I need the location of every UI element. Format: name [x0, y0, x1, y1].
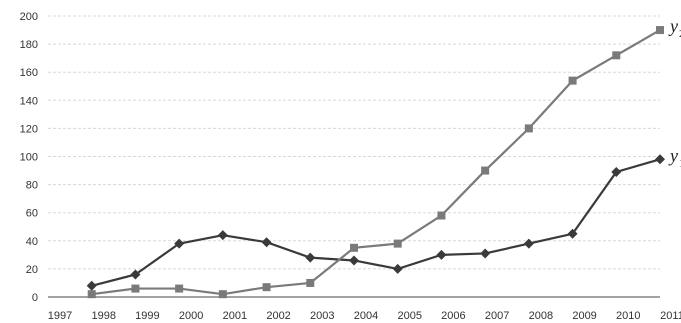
x-tick-label: 2000 [179, 310, 203, 322]
data-point-y2 [350, 243, 358, 252]
data-point-y1 [349, 255, 359, 266]
series-label-subscript: 1 [679, 157, 681, 169]
data-point-y2 [437, 211, 446, 220]
x-tick-label: 2004 [354, 310, 378, 322]
gridlines [48, 15, 660, 270]
x-tick-label: 2001 [223, 310, 247, 322]
data-point-y1 [217, 230, 228, 241]
data-point-y1 [392, 263, 403, 274]
x-tick-label: 2011 [660, 310, 681, 322]
series-label-y1: y [668, 145, 678, 165]
x-tick-labels: 1997 1998 1999 2000 2001 2002 2003 2004 2005 2006… [48, 310, 681, 322]
y-tick-label: 40 [26, 236, 38, 248]
series-label-subscript: 2 [679, 28, 681, 40]
x-tick-label: 1998 [91, 310, 115, 322]
data-point-y2 [306, 278, 315, 287]
data-point-y1 [174, 238, 185, 249]
data-point-y2 [87, 290, 96, 299]
data-point-y1 [480, 248, 491, 259]
x-tick-label: 2005 [397, 310, 421, 322]
data-point-y2 [393, 239, 402, 248]
data-point-y1 [305, 252, 316, 263]
data-point-y2 [524, 124, 533, 133]
data-point-y2 [568, 76, 577, 85]
data-point-y1 [86, 280, 97, 291]
data-point-y2 [262, 283, 271, 292]
series-label-y2: y [668, 16, 678, 36]
x-tick-label: 2006 [441, 310, 465, 322]
x-tick-label: 2010 [616, 310, 640, 322]
data-point-y2 [612, 51, 621, 60]
data-point-y1 [436, 249, 447, 260]
data-point-y1 [611, 166, 622, 177]
y-tick-label: 20 [26, 264, 38, 276]
series-line-y1 [91, 158, 661, 287]
data-point-y2 [481, 166, 490, 175]
data-point-y1 [567, 228, 578, 239]
data-point-y1 [261, 237, 272, 248]
data-point-y2 [175, 284, 184, 293]
data-point-y2 [656, 26, 664, 35]
data-point-y1 [130, 269, 141, 280]
data-point-y2 [131, 284, 140, 293]
x-tick-label: 1999 [135, 310, 159, 322]
y-tick-label: 0 [32, 292, 38, 304]
y-tick-label: 60 [26, 208, 38, 220]
x-tick-label: 2009 [572, 310, 596, 322]
x-tick-label: 2008 [529, 310, 553, 322]
y-tick-label: 120 [20, 123, 38, 135]
data-point-y1 [523, 238, 534, 249]
x-tick-label: 2003 [310, 310, 334, 322]
y-tick-labels: 0 20 40 60 80 100 120 140 160 180 200 [20, 11, 38, 304]
y-tick-label: 180 [20, 39, 38, 51]
y-tick-label: 140 [20, 95, 38, 107]
data-point-y1 [655, 154, 665, 165]
y-tick-label: 200 [20, 11, 38, 23]
series-labels: y1y2 [668, 16, 681, 169]
data-point-y2 [218, 290, 227, 299]
x-tick-label: 2002 [266, 310, 290, 322]
y-tick-label: 100 [20, 152, 38, 164]
x-tick-label: 2007 [485, 310, 509, 322]
series-line-y2 [91, 29, 661, 296]
y-tick-label: 80 [26, 180, 38, 192]
series-lines [86, 26, 665, 299]
x-tick-label: 1997 [48, 310, 72, 322]
y-tick-label: 160 [20, 67, 38, 79]
